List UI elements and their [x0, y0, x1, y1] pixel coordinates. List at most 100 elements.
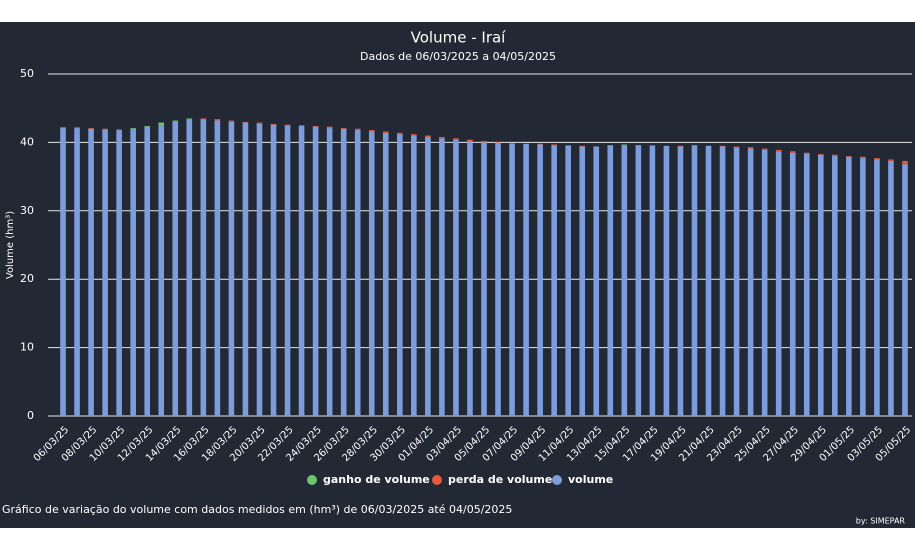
bar	[158, 125, 165, 417]
bar	[158, 122, 165, 126]
bar	[130, 128, 136, 129]
bar	[60, 127, 66, 417]
bar	[888, 160, 894, 416]
bar	[284, 124, 291, 126]
bar	[719, 145, 726, 147]
bar	[340, 128, 347, 129]
bar	[270, 124, 277, 416]
bar	[116, 129, 122, 131]
bar	[509, 143, 515, 144]
y-tick-label: 40	[20, 135, 34, 148]
bar	[860, 156, 866, 159]
bar	[396, 134, 403, 416]
y-tick-label: 30	[20, 204, 34, 217]
chart-title: Volume - Iraí	[411, 29, 507, 47]
chart-subtitle: Dados de 06/03/2025 a 04/05/2025	[360, 50, 556, 63]
bar	[649, 145, 656, 416]
bar	[340, 128, 347, 416]
bar	[719, 146, 726, 416]
y-tick-label: 10	[20, 341, 34, 354]
bar	[172, 121, 179, 417]
bar	[396, 132, 403, 135]
bar	[551, 145, 557, 417]
bar	[214, 120, 221, 417]
bar	[368, 130, 375, 132]
bar	[663, 145, 670, 416]
bar	[144, 126, 151, 416]
bar	[411, 134, 417, 136]
legend-marker	[307, 475, 317, 485]
bar	[621, 145, 628, 417]
bar	[747, 147, 754, 149]
bar	[888, 159, 894, 161]
bar	[789, 152, 796, 416]
legend-marker	[552, 475, 562, 485]
bar	[621, 144, 628, 146]
bar	[481, 142, 487, 416]
legend-label: volume	[568, 473, 613, 486]
y-axis-label: Volume (hm³)	[5, 211, 16, 279]
bar	[565, 145, 572, 146]
bar	[298, 125, 305, 416]
bar	[298, 125, 305, 126]
bar	[789, 151, 796, 153]
bar	[551, 144, 557, 146]
y-tick-label: 20	[20, 272, 34, 285]
bar	[74, 127, 80, 129]
bar	[439, 136, 445, 139]
bar	[425, 136, 431, 417]
bar	[481, 141, 487, 143]
y-tick-label: 0	[27, 409, 34, 422]
bar	[537, 143, 543, 145]
bar	[803, 152, 810, 155]
bar	[495, 142, 501, 144]
bar	[761, 149, 768, 416]
bar	[88, 128, 94, 416]
bar	[902, 164, 908, 416]
bar	[565, 145, 572, 416]
y-tick-label: 50	[20, 67, 34, 80]
legend-label: perda de volume	[448, 473, 552, 486]
bar	[579, 145, 586, 147]
bar	[677, 146, 684, 416]
bar	[747, 148, 754, 416]
bar	[200, 118, 207, 120]
bar	[846, 156, 852, 157]
bar	[312, 126, 319, 416]
bar	[256, 122, 263, 124]
bar	[453, 139, 459, 416]
bar	[635, 145, 642, 417]
bar	[817, 154, 824, 416]
bar	[242, 121, 249, 123]
bar	[705, 145, 712, 416]
bar	[874, 158, 880, 160]
bar	[256, 123, 263, 416]
bar	[761, 148, 768, 150]
caption: Gráfico de variação do volume com dados …	[2, 503, 512, 516]
bar	[102, 129, 108, 417]
bar	[368, 131, 375, 416]
credit: by: SIMEPAR	[856, 517, 906, 526]
bar	[74, 128, 80, 416]
bar	[832, 156, 838, 416]
bar	[495, 143, 501, 417]
bar	[832, 154, 838, 157]
bar	[607, 145, 614, 146]
legend-marker	[432, 475, 442, 485]
bar	[186, 119, 193, 417]
bar	[733, 147, 740, 417]
bar	[439, 138, 445, 416]
bar	[509, 143, 515, 416]
bar	[354, 130, 361, 416]
bar	[411, 135, 417, 416]
bar	[649, 145, 656, 146]
bar	[537, 144, 543, 416]
bar	[242, 122, 249, 417]
bar	[902, 160, 908, 165]
bar	[228, 120, 235, 122]
bar	[453, 138, 459, 140]
bar	[846, 156, 852, 416]
bar	[803, 154, 810, 416]
